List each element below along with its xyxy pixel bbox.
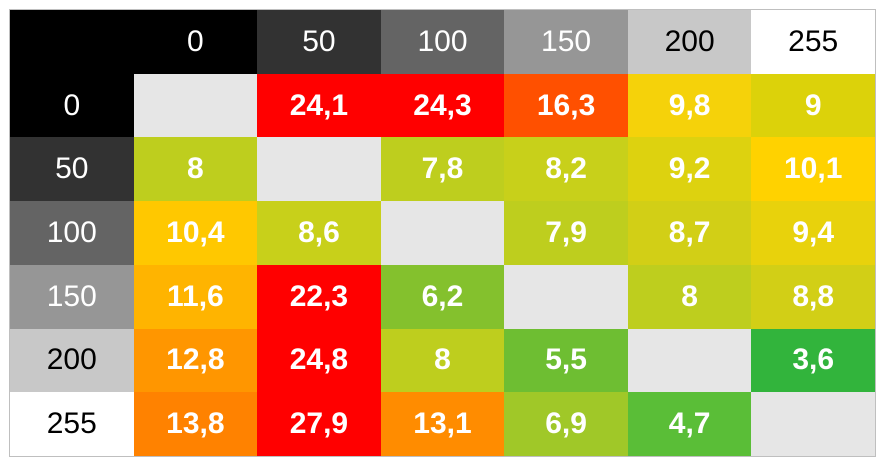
heatmap-cell: 24,3 — [380, 73, 505, 138]
heatmap-cell: 27,9 — [257, 392, 381, 456]
row-header-200: 200 — [10, 328, 134, 393]
empty-diagonal-cell — [627, 328, 752, 393]
heatmap-cell: 4,7 — [627, 392, 752, 456]
heatmap-cell: 12,8 — [133, 328, 258, 393]
empty-diagonal-cell — [380, 201, 505, 265]
heatmap-cell: 6,9 — [504, 392, 628, 456]
row-header-150: 150 — [10, 264, 134, 329]
empty-diagonal-cell — [504, 264, 628, 329]
heatmap-cell: 11,6 — [133, 264, 258, 329]
heatmap-cell: 8,8 — [751, 264, 875, 329]
heatmap-cell: 13,1 — [380, 392, 505, 456]
empty-diagonal-cell — [751, 392, 875, 456]
empty-diagonal-cell — [133, 73, 258, 138]
row-header-255: 255 — [10, 392, 134, 456]
heatmap-table: 0 50 100 150 200 255 0 24,1 24,3 16,3 9,8 9 50 8 7,8 8,… — [9, 9, 876, 457]
heatmap-cell: 5,5 — [504, 328, 628, 393]
heatmap-cell: 9,8 — [627, 73, 752, 138]
heatmap-cell: 10,1 — [751, 137, 875, 202]
heatmap-cell: 9,4 — [751, 201, 875, 265]
heatmap-cell: 24,8 — [257, 328, 381, 393]
heatmap-cell: 16,3 — [504, 73, 628, 138]
column-header-150: 150 — [504, 10, 628, 74]
heatmap-cell: 10,4 — [133, 201, 258, 265]
heatmap-cell: 13,8 — [133, 392, 258, 456]
heatmap-cell: 8 — [627, 264, 752, 329]
column-header-50: 50 — [257, 10, 381, 74]
heatmap-cell: 7,8 — [380, 137, 505, 202]
corner-cell — [10, 10, 134, 74]
heatmap-cell: 3,6 — [751, 328, 875, 393]
column-header-0: 0 — [133, 10, 258, 74]
heatmap-cell: 8,6 — [257, 201, 381, 265]
heatmap-cell: 9 — [751, 73, 875, 138]
heatmap-cell: 8,7 — [627, 201, 752, 265]
row-header-100: 100 — [10, 201, 134, 265]
heatmap-cell: 24,1 — [257, 73, 381, 138]
column-header-255: 255 — [751, 10, 875, 74]
row-header-0: 0 — [10, 73, 134, 138]
heatmap-cell: 9,2 — [627, 137, 752, 202]
heatmap-cell: 8,2 — [504, 137, 628, 202]
column-header-100: 100 — [380, 10, 505, 74]
heatmap-cell: 8 — [380, 328, 505, 393]
heatmap-cell: 22,3 — [257, 264, 381, 329]
column-header-200: 200 — [627, 10, 752, 74]
heatmap-cell: 7,9 — [504, 201, 628, 265]
empty-diagonal-cell — [257, 137, 381, 202]
row-header-50: 50 — [10, 137, 134, 202]
heatmap-cell: 6,2 — [380, 264, 505, 329]
heatmap-cell: 8 — [133, 137, 258, 202]
